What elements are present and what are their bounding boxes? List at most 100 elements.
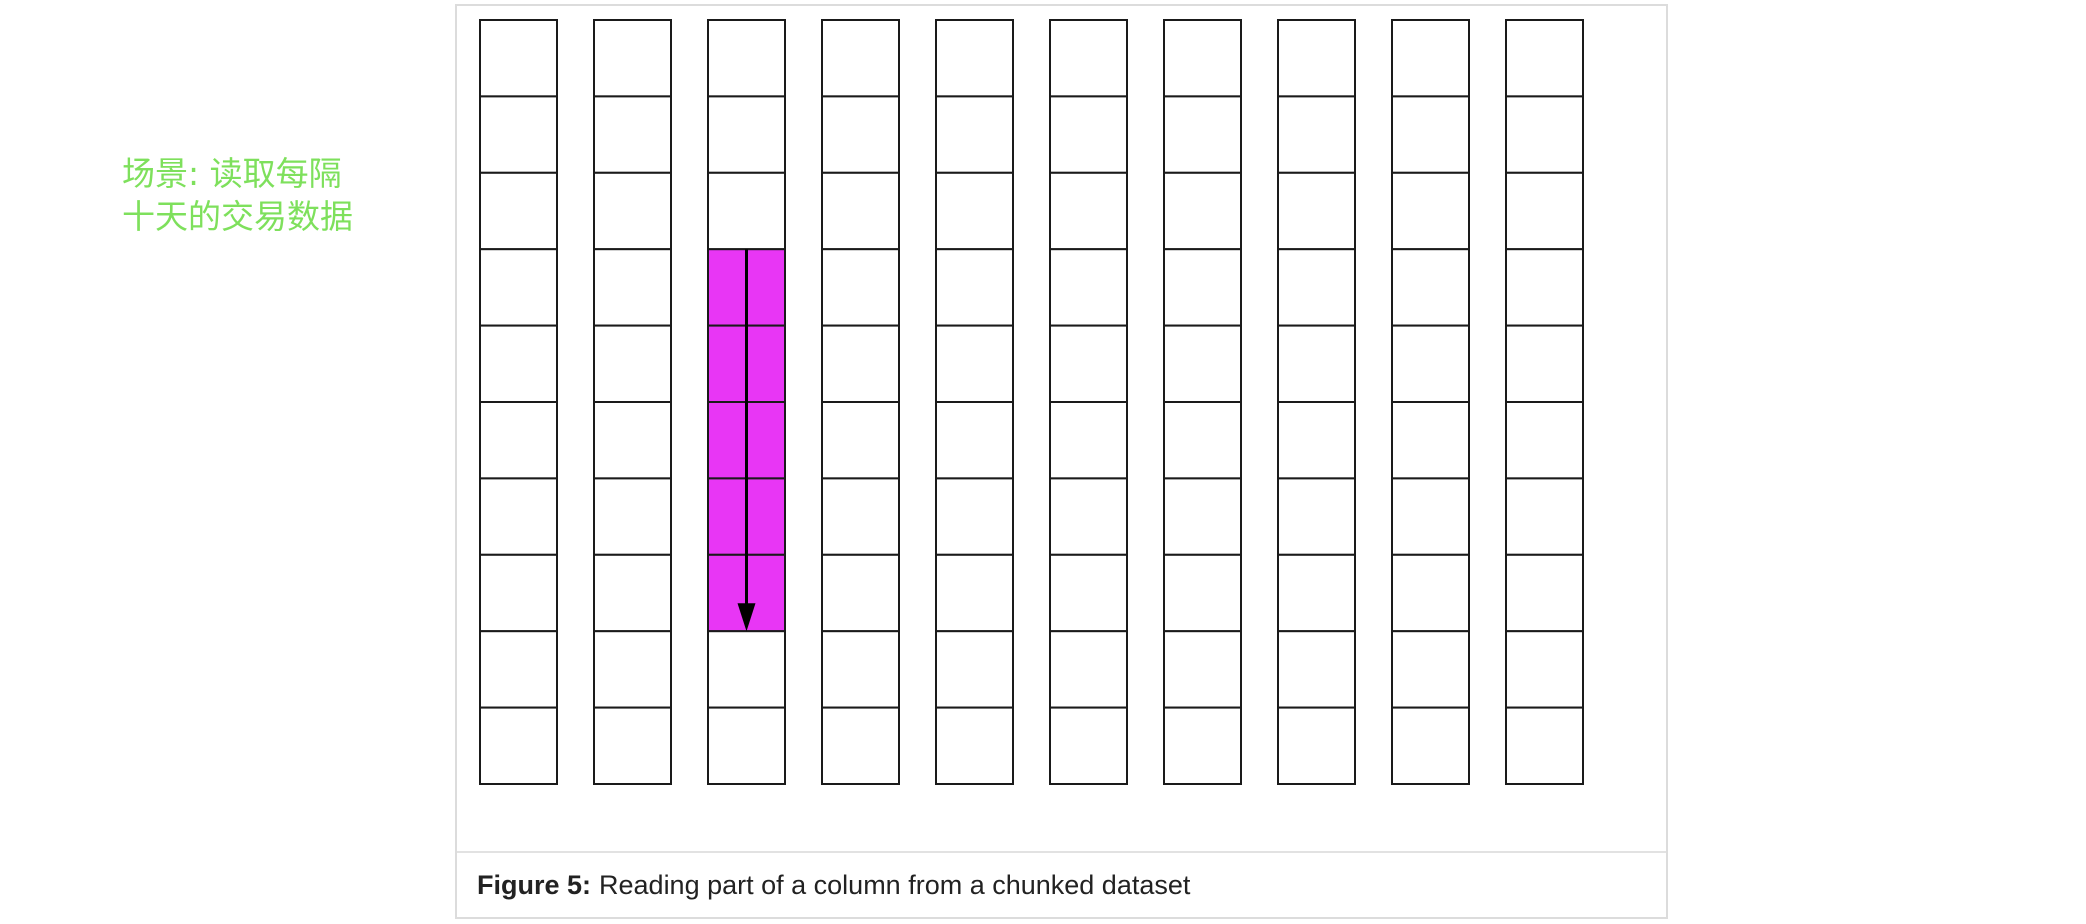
chunk-cell: [479, 630, 558, 709]
chunk-column-1: [479, 19, 558, 785]
chunk-cell: [1049, 553, 1128, 633]
chunk-cell: [1049, 324, 1128, 404]
chunk-cell: [1505, 324, 1584, 404]
chunk-cell: [593, 553, 672, 633]
chunk-cell: [1391, 95, 1470, 174]
chunk-cell: [593, 171, 672, 251]
chunk-cell: [707, 171, 786, 251]
chunk-cell: [707, 630, 786, 709]
scenario-note: 场景: 读取每隔 十天的交易数据: [122, 152, 353, 238]
chunk-column-7: [1163, 19, 1242, 785]
figure-caption: Figure 5: Reading part of a column from …: [457, 851, 1666, 917]
chunk-cell: [1049, 477, 1128, 556]
chunk-cell: [1049, 706, 1128, 785]
chunk-cell: [1391, 248, 1470, 327]
chunk-cell: [935, 95, 1014, 174]
figure-caption-label: Figure 5:: [477, 869, 592, 900]
chunked-dataset-diagram: [479, 19, 1584, 785]
figure-panel: Figure 5: Reading part of a column from …: [455, 4, 1668, 919]
chunk-cell: [479, 401, 558, 480]
chunk-cell: [479, 553, 558, 633]
chunk-cell: [593, 324, 672, 404]
chunk-cell: [935, 477, 1014, 556]
chunk-cell: [1505, 553, 1584, 633]
chunk-cell: [821, 324, 900, 404]
chunk-cell: [1277, 95, 1356, 174]
chunk-cell: [821, 477, 900, 556]
chunk-cell: [821, 19, 900, 98]
chunk-cell: [935, 553, 1014, 633]
chunk-column-8: [1277, 19, 1356, 785]
chunk-cell: [1505, 19, 1584, 98]
chunk-cell: [821, 706, 900, 785]
chunk-cell: [1391, 171, 1470, 251]
chunk-cell: [821, 95, 900, 174]
chunk-cell: [935, 248, 1014, 327]
scenario-note-line-1: 场景: 读取每隔: [122, 154, 342, 193]
chunk-cell: [1277, 401, 1356, 480]
chunk-column-4: [821, 19, 900, 785]
chunk-cell: [1163, 248, 1242, 327]
chunk-column-9: [1391, 19, 1470, 785]
chunk-cell: [479, 171, 558, 251]
chunk-cell: [593, 630, 672, 709]
chunk-cell: [1505, 630, 1584, 709]
figure-caption-text: Reading part of a column from a chunked …: [599, 869, 1191, 900]
chunk-cell: [479, 248, 558, 327]
chunk-cell: [593, 477, 672, 556]
chunk-cell: [707, 706, 786, 785]
chunk-cell: [1049, 248, 1128, 327]
chunk-cell: [1163, 19, 1242, 98]
chunk-cell: [707, 95, 786, 174]
chunk-cell: [1391, 19, 1470, 98]
chunk-cell: [1505, 95, 1584, 174]
chunk-column-6: [1049, 19, 1128, 785]
chunk-cell: [1163, 401, 1242, 480]
chunk-cell: [1163, 324, 1242, 404]
chunk-cell: [1391, 324, 1470, 404]
chunk-cell: [593, 248, 672, 327]
chunk-cell: [1505, 248, 1584, 327]
chunk-cell: [1163, 477, 1242, 556]
arrow-down-icon: [737, 603, 756, 632]
chunk-cell: [1277, 171, 1356, 251]
scenario-note-line-2: 十天的交易数据: [122, 197, 353, 236]
chunk-cell: [479, 706, 558, 785]
chunk-cell: [1277, 19, 1356, 98]
chunk-cell: [1277, 248, 1356, 327]
chunk-cell: [593, 95, 672, 174]
chunk-cell: [821, 630, 900, 709]
chunk-cell: [1277, 706, 1356, 785]
chunk-cell: [1391, 706, 1470, 785]
chunk-cell: [1277, 553, 1356, 633]
chunk-cell: [1277, 324, 1356, 404]
chunk-cell: [1049, 171, 1128, 251]
chunk-cell: [1049, 95, 1128, 174]
chunk-cell: [479, 95, 558, 174]
chunk-column-5: [935, 19, 1014, 785]
chunk-cell: [1505, 706, 1584, 785]
chunk-cell: [479, 19, 558, 98]
chunk-cell: [935, 401, 1014, 480]
chunk-column-2: [593, 19, 672, 785]
chunk-cell: [1049, 401, 1128, 480]
chunk-cell: [935, 324, 1014, 404]
chunk-cell: [479, 477, 558, 556]
chunk-cell: [1277, 477, 1356, 556]
chunk-cell: [1163, 706, 1242, 785]
chunk-cell: [1391, 630, 1470, 709]
chunk-cell: [935, 171, 1014, 251]
chunk-cell: [935, 706, 1014, 785]
chunk-cell: [479, 324, 558, 404]
chunk-cell: [935, 630, 1014, 709]
chunk-cell: [1277, 630, 1356, 709]
chunk-cell: [1391, 553, 1470, 633]
chunk-cell: [1505, 401, 1584, 480]
chunk-cell: [1049, 630, 1128, 709]
chunk-cell: [593, 706, 672, 785]
chunk-cell: [1163, 171, 1242, 251]
chunk-cell: [821, 553, 900, 633]
chunk-cell: [1505, 171, 1584, 251]
chunk-cell: [821, 171, 900, 251]
chunk-cell: [1505, 477, 1584, 556]
